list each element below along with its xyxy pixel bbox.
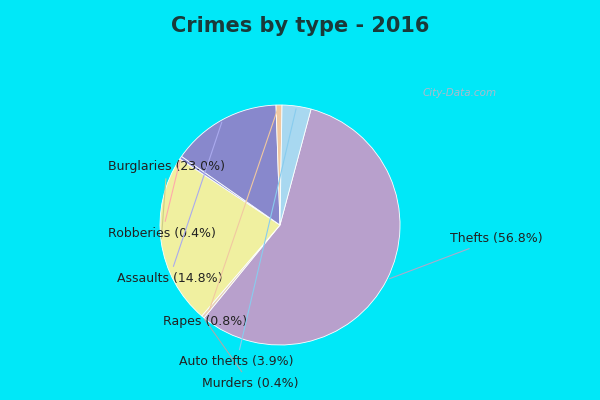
Wedge shape — [276, 105, 282, 225]
Text: City-Data.com: City-Data.com — [422, 88, 497, 98]
Text: Thefts (56.8%): Thefts (56.8%) — [389, 232, 542, 279]
Text: Assaults (14.8%): Assaults (14.8%) — [116, 122, 222, 285]
Wedge shape — [182, 105, 280, 225]
Text: Crimes by type - 2016: Crimes by type - 2016 — [171, 16, 429, 36]
Wedge shape — [202, 225, 280, 318]
Text: Rapes (0.8%): Rapes (0.8%) — [163, 108, 278, 328]
Wedge shape — [160, 159, 280, 316]
Wedge shape — [180, 156, 280, 225]
Text: Robberies (0.4%): Robberies (0.4%) — [109, 160, 216, 240]
Text: Murders (0.4%): Murders (0.4%) — [202, 319, 298, 390]
Text: Burglaries (23.0%): Burglaries (23.0%) — [109, 160, 226, 239]
Wedge shape — [204, 109, 400, 345]
Wedge shape — [280, 105, 311, 225]
Text: Auto thefts (3.9%): Auto thefts (3.9%) — [179, 109, 296, 368]
